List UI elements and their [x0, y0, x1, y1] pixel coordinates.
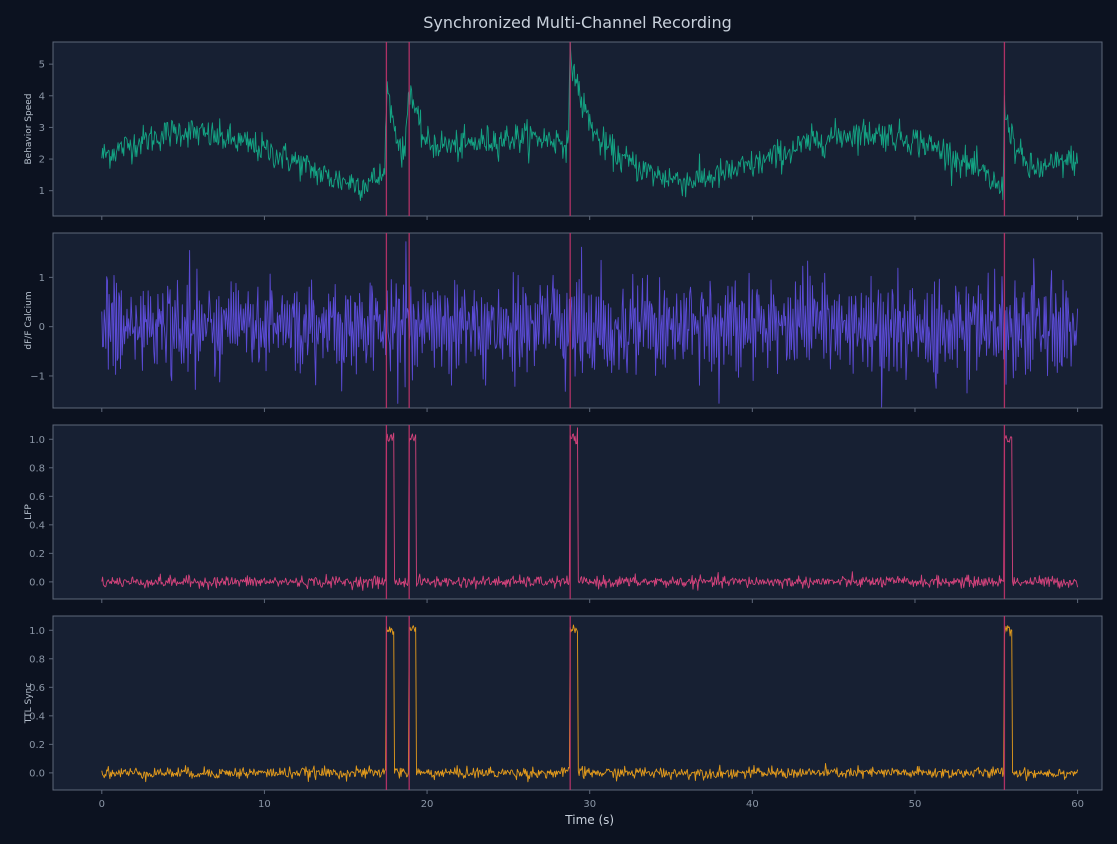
y-axis-label-lfp: LFP [24, 504, 34, 520]
y-tick-label: 0.0 [29, 768, 45, 779]
y-tick-label: 0.4 [29, 711, 45, 722]
x-tick-label: 20 [421, 799, 434, 810]
y-axis-label-ttl-sync: TTL Sync [24, 683, 34, 724]
y-tick-label: 1.0 [29, 626, 45, 637]
panel-behavior-speed [52, 41, 1103, 217]
y-tick-label: 0.2 [29, 549, 45, 560]
y-tick-label: 2 [39, 155, 45, 166]
y-tick-label: 0.0 [29, 577, 45, 588]
y-tick-label: 0.8 [29, 654, 45, 665]
y-tick-label: 0.2 [29, 740, 45, 751]
y-tick-label: 1 [39, 273, 45, 284]
y-tick-label: 1.0 [29, 435, 45, 446]
x-tick-label: 0 [99, 799, 105, 810]
y-tick-label: 4 [39, 91, 45, 102]
x-tick-label: 30 [583, 799, 596, 810]
y-axis-label-behavior-speed: Behavior Speed [24, 93, 34, 164]
x-tick-label: 10 [258, 799, 271, 810]
x-tick-label: 60 [1071, 799, 1084, 810]
y-tick-label: 0.6 [29, 683, 45, 694]
y-tick-label: 3 [39, 123, 45, 134]
y-tick-label: 0.4 [29, 520, 45, 531]
y-tick-label: −1 [30, 371, 45, 382]
series-line-df-f-calcium [101, 241, 1079, 408]
y-tick-label: 1 [39, 186, 45, 197]
series-line-behavior-speed [101, 42, 1079, 202]
x-axis-label: Time (s) [564, 813, 614, 827]
series-line-ttl-sync [101, 624, 1079, 783]
y-tick-label: 0.6 [29, 492, 45, 503]
y-tick-label: 5 [39, 60, 45, 71]
y-tick-label: 0 [39, 322, 45, 333]
x-tick-label: 40 [746, 799, 759, 810]
chart-title: Synchronized Multi-Channel Recording [423, 13, 731, 32]
x-tick-label: 50 [909, 799, 922, 810]
series-line-lfp [101, 427, 1079, 591]
y-tick-label: 0.8 [29, 463, 45, 474]
y-axis-label-df-f-calcium: dF/F Calcium [24, 291, 34, 349]
